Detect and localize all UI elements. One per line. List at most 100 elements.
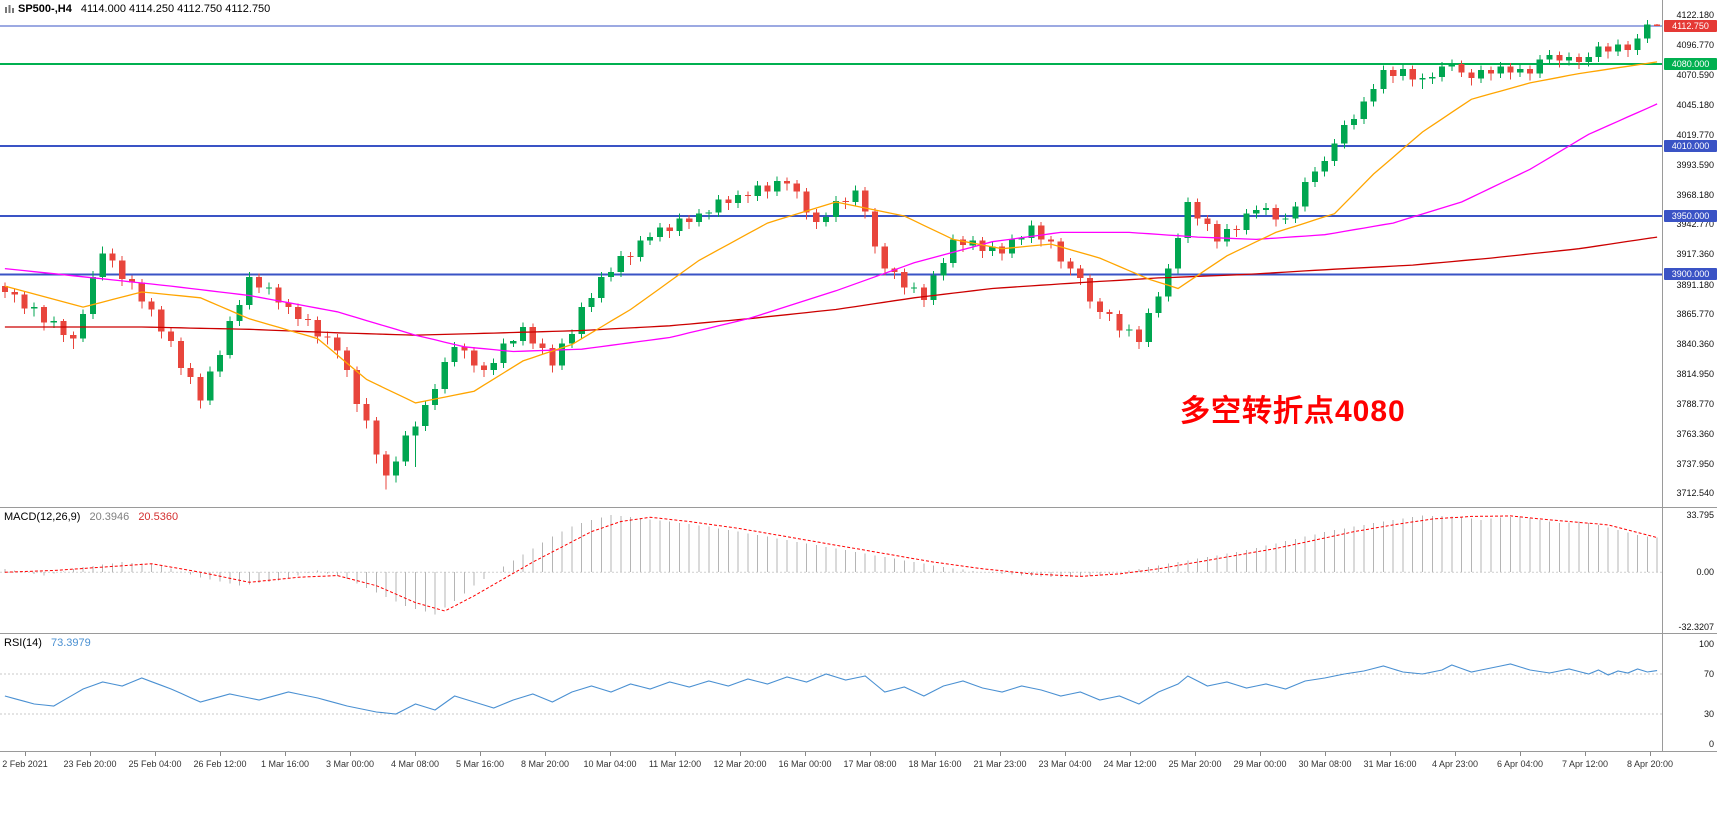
candle: [1028, 225, 1035, 239]
candle: [373, 420, 380, 455]
candle: [1556, 54, 1563, 61]
axis-tick-label: 3840.360: [1676, 339, 1714, 350]
time-axis-label: 30 Mar 08:00: [1298, 759, 1352, 769]
panel-divider[interactable]: [0, 507, 1717, 508]
candle: [1087, 277, 1094, 302]
candle: [1233, 228, 1240, 231]
candle: [637, 240, 644, 257]
time-tick-mark: [1520, 752, 1521, 756]
candle: [1380, 70, 1387, 89]
candle: [999, 246, 1006, 254]
candle: [1575, 57, 1582, 62]
candle: [402, 435, 409, 462]
candle: [1370, 88, 1377, 102]
candle: [275, 287, 282, 303]
candle: [295, 307, 302, 319]
time-tick-mark: [90, 752, 91, 756]
panel-divider[interactable]: [0, 633, 1717, 634]
candle: [412, 426, 419, 436]
candle: [598, 276, 605, 298]
candle: [1223, 228, 1231, 242]
price-axis[interactable]: 4122.180 4096.770 4070.590 4045.180 4019.770…: [1663, 0, 1717, 752]
price-line-badge: 4010.000: [1664, 140, 1717, 152]
time-tick-mark: [1325, 752, 1326, 756]
candle: [823, 217, 830, 222]
candle: [862, 190, 869, 212]
time-axis[interactable]: 2 Feb 2021 23 Feb 20:00 25 Feb 04:00 26 Feb…: [0, 752, 1673, 782]
candle: [1272, 207, 1279, 220]
candle: [70, 335, 77, 339]
candle: [1624, 44, 1631, 51]
candle: [265, 287, 272, 289]
candle: [1654, 24, 1661, 26]
time-tick-mark: [1195, 752, 1196, 756]
candle: [1126, 329, 1133, 331]
candle: [177, 341, 184, 368]
candle: [324, 336, 331, 338]
price-chart-canvas[interactable]: [0, 0, 1662, 508]
candle: [187, 367, 194, 378]
candle: [519, 327, 527, 341]
candle: [1350, 119, 1358, 125]
candle: [441, 362, 448, 389]
candle: [168, 331, 175, 341]
axis-tick-label: 4122.180: [1676, 9, 1714, 20]
time-tick-mark: [1065, 752, 1066, 756]
candle: [334, 337, 341, 351]
candle: [1321, 161, 1328, 172]
candle: [617, 255, 624, 273]
time-tick-mark: [1650, 752, 1651, 756]
candle: [539, 343, 546, 348]
candle: [363, 404, 370, 421]
candle: [979, 240, 986, 252]
candle: [735, 195, 742, 204]
time-axis-label: 5 Mar 16:00: [455, 759, 505, 769]
axis-tick-label: 3891.180: [1676, 279, 1714, 290]
candle: [666, 227, 673, 232]
candle: [1331, 143, 1338, 162]
candle: [686, 218, 693, 222]
candle: [1448, 64, 1455, 67]
axis-tick-label: -32.3207: [1678, 621, 1714, 632]
macd-panel-canvas[interactable]: [0, 508, 1662, 633]
candle: [578, 307, 585, 334]
candle: [959, 239, 967, 246]
candle: [1517, 68, 1524, 73]
candle: [647, 237, 654, 241]
candle: [344, 350, 351, 371]
axis-tick-label: 0.00: [1696, 567, 1714, 578]
candle: [1077, 268, 1084, 278]
candle: [705, 212, 712, 214]
candle: [1047, 239, 1055, 242]
candle: [1292, 206, 1299, 219]
candle: [1175, 238, 1182, 269]
candle: [451, 346, 458, 362]
candle: [1038, 225, 1045, 240]
candle: [1536, 59, 1543, 74]
candle: [911, 287, 918, 289]
candle: [920, 287, 927, 301]
time-axis-label: 25 Mar 20:00: [1168, 759, 1222, 769]
candle: [1116, 314, 1123, 331]
candle: [842, 200, 849, 203]
candle: [1, 286, 8, 292]
time-axis-label: 4 Mar 08:00: [390, 759, 440, 769]
time-tick-mark: [545, 752, 546, 756]
candle: [158, 309, 165, 332]
panel-divider[interactable]: [0, 751, 1717, 752]
chart-icon: [5, 5, 14, 13]
rsi-panel-canvas[interactable]: [0, 634, 1662, 751]
candle: [148, 301, 155, 310]
candle: [1302, 182, 1309, 207]
candle: [383, 454, 390, 476]
candle: [236, 304, 243, 322]
candle: [353, 370, 360, 405]
candle: [1478, 70, 1485, 79]
candle: [989, 246, 996, 252]
candle: [461, 346, 468, 351]
time-axis-label: 10 Mar 04:00: [583, 759, 637, 769]
candle: [1155, 296, 1162, 313]
candle: [1497, 66, 1504, 74]
candle: [1243, 213, 1250, 230]
